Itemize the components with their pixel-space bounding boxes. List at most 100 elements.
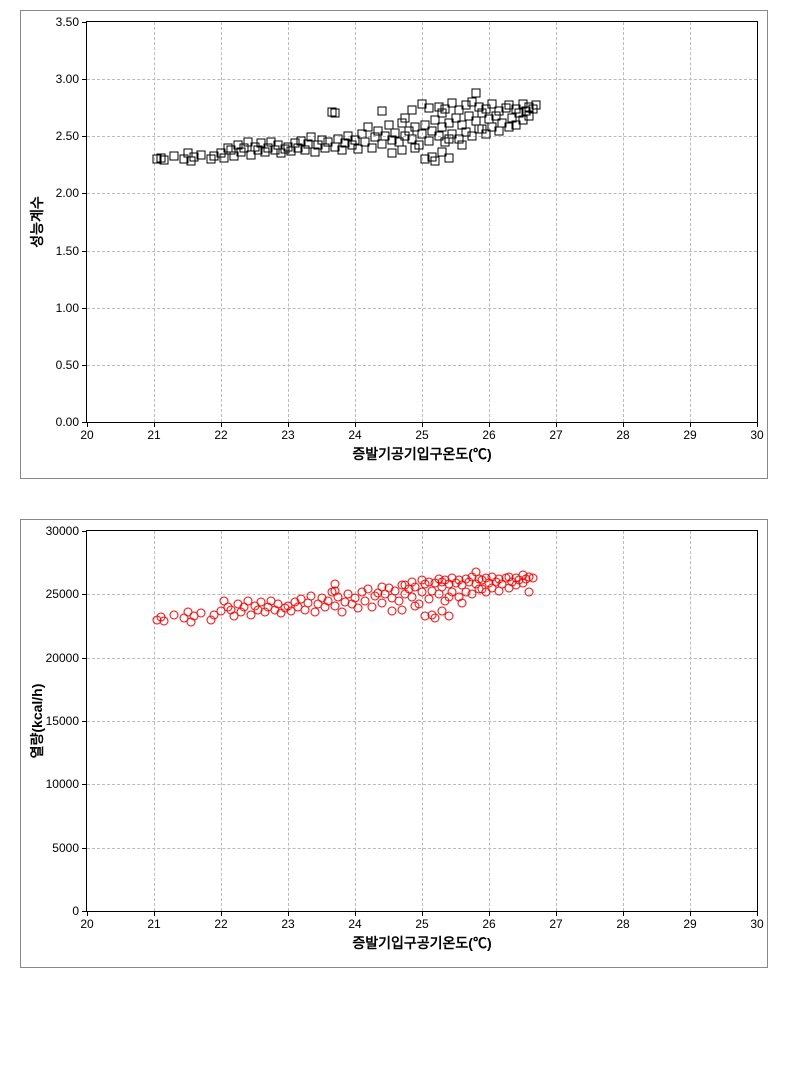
data-point (431, 614, 440, 623)
chart-1-plot-area: 성능계수 증발기공기입구온도(℃) 0.000.501.001.502.002.… (86, 21, 758, 423)
data-point (397, 146, 406, 155)
gridline-v (154, 531, 155, 911)
data-point (170, 151, 179, 160)
chart-2-ylabel: 열량(kcal/h) (27, 684, 47, 759)
data-point (411, 143, 420, 152)
gridline-v (221, 22, 222, 422)
data-point (367, 143, 376, 152)
x-tick-label: 22 (214, 911, 227, 931)
gridline-v (690, 531, 691, 911)
data-point (424, 595, 433, 604)
y-tick-label: 10000 (46, 777, 87, 791)
chart-1-container: 성능계수 증발기공기입구온도(℃) 0.000.501.001.502.002.… (20, 10, 768, 479)
data-point (330, 580, 339, 589)
data-point (307, 591, 316, 600)
data-point (401, 581, 410, 590)
gridline-v (422, 22, 423, 422)
y-tick-label: 25000 (46, 587, 87, 601)
data-point (495, 126, 504, 135)
x-tick-label: 29 (683, 911, 696, 931)
x-tick-label: 28 (616, 422, 629, 442)
y-tick-label: 1.50 (56, 244, 87, 258)
chart-1-xlabel: 증발기공기입구온도(℃) (352, 444, 491, 464)
data-point (431, 157, 440, 166)
gridline-v (556, 22, 557, 422)
x-tick-label: 26 (482, 422, 495, 442)
x-tick-label: 30 (750, 422, 763, 442)
data-point (220, 154, 229, 163)
y-tick-label: 5000 (52, 841, 87, 855)
data-point (478, 585, 487, 594)
data-point (367, 603, 376, 612)
gridline-v (489, 22, 490, 422)
x-tick-label: 28 (616, 911, 629, 931)
y-tick-label: 30000 (46, 524, 87, 538)
data-point (444, 611, 453, 620)
data-point (528, 573, 537, 582)
y-tick-label: 15000 (46, 714, 87, 728)
x-tick-label: 24 (348, 911, 361, 931)
y-tick-label: 1.00 (56, 301, 87, 315)
x-tick-label: 25 (415, 911, 428, 931)
data-point (438, 577, 447, 586)
data-point (196, 150, 205, 159)
data-point (411, 601, 420, 610)
x-tick-label: 23 (281, 422, 294, 442)
data-point (377, 599, 386, 608)
data-point (471, 88, 480, 97)
gridline-v (690, 22, 691, 422)
data-point (444, 592, 453, 601)
x-tick-label: 21 (147, 422, 160, 442)
data-point (525, 587, 534, 596)
data-point (354, 604, 363, 613)
x-tick-label: 20 (80, 911, 93, 931)
data-point (458, 141, 467, 150)
chart-2-plot-area: 열량(kcal/h) 증발기입구공기온도(℃) 0500010000150002… (86, 530, 758, 912)
x-tick-label: 20 (80, 422, 93, 442)
data-point (364, 123, 373, 132)
y-tick-label: 3.00 (56, 72, 87, 86)
data-point (397, 605, 406, 614)
data-point (377, 140, 386, 149)
chart-1-ylabel: 성능계수 (27, 196, 47, 248)
gridline-v (221, 531, 222, 911)
gridline-v (556, 531, 557, 911)
y-tick-label: 20000 (46, 651, 87, 665)
data-point (458, 599, 467, 608)
data-point (337, 608, 346, 617)
data-point (531, 101, 540, 110)
data-point (444, 134, 453, 143)
data-point (424, 136, 433, 145)
gridline-v (355, 22, 356, 422)
data-point (391, 128, 400, 137)
data-point (424, 103, 433, 112)
y-tick-label: 3.50 (56, 15, 87, 29)
data-point (196, 609, 205, 618)
data-point (160, 156, 169, 165)
data-point (444, 154, 453, 163)
data-point (330, 109, 339, 118)
data-point (377, 107, 386, 116)
gridline-v (355, 531, 356, 911)
x-tick-label: 24 (348, 422, 361, 442)
gridline-v (623, 531, 624, 911)
chart-2-xlabel: 증발기입구공기온도(℃) (352, 933, 491, 953)
chart-1-wrapper: 성능계수 증발기공기입구온도(℃) 0.000.501.001.502.002.… (26, 21, 757, 423)
chart-2-wrapper: 열량(kcal/h) 증발기입구공기온도(℃) 0500010000150002… (26, 530, 757, 912)
x-tick-label: 23 (281, 911, 294, 931)
data-point (478, 125, 487, 134)
data-point (401, 114, 410, 123)
gridline-v (288, 531, 289, 911)
x-tick-label: 29 (683, 422, 696, 442)
x-tick-label: 26 (482, 911, 495, 931)
y-tick-label: 0.50 (56, 358, 87, 372)
data-point (387, 149, 396, 158)
x-tick-label: 21 (147, 911, 160, 931)
data-point (438, 109, 447, 118)
y-tick-label: 2.00 (56, 186, 87, 200)
data-point (160, 616, 169, 625)
gridline-v (623, 22, 624, 422)
gridline-v (154, 22, 155, 422)
data-point (170, 610, 179, 619)
x-tick-label: 25 (415, 422, 428, 442)
